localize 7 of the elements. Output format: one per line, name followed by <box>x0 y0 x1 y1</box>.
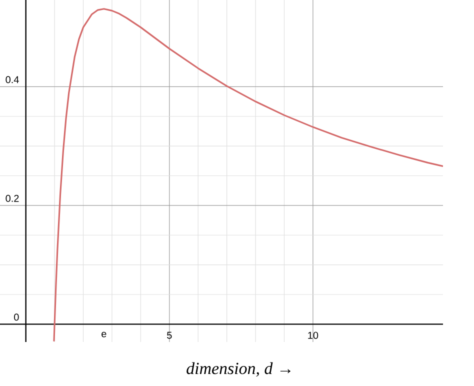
y-tick-label: 0.2 <box>6 194 19 202</box>
x-tick-label: e <box>102 332 106 338</box>
y-tick-label: 0.4 <box>6 76 19 84</box>
x-tick-label: 10 <box>308 332 318 339</box>
x-tick-label: 5 <box>167 332 172 339</box>
y-tick-label: 0 <box>14 314 19 321</box>
x-axis-title: dimension, d → <box>186 362 290 377</box>
